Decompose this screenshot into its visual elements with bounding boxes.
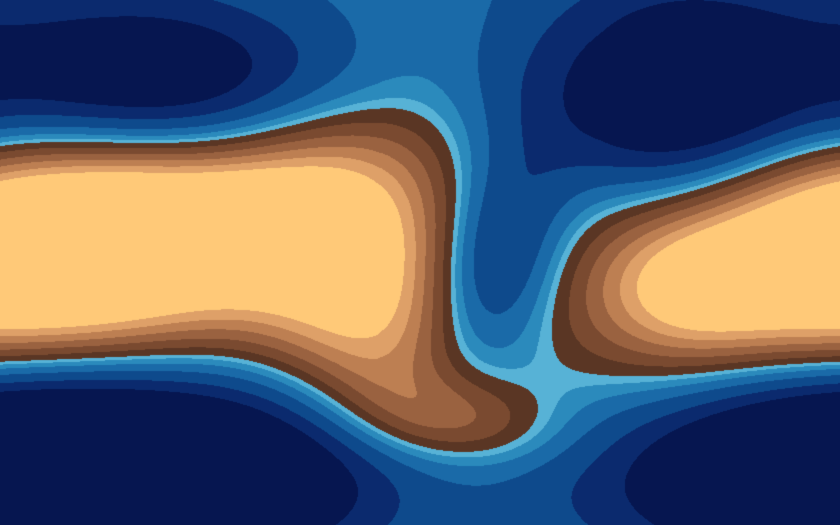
heightmap-canvas[interactable]: [0, 0, 840, 525]
map-viewport[interactable]: [0, 0, 840, 525]
